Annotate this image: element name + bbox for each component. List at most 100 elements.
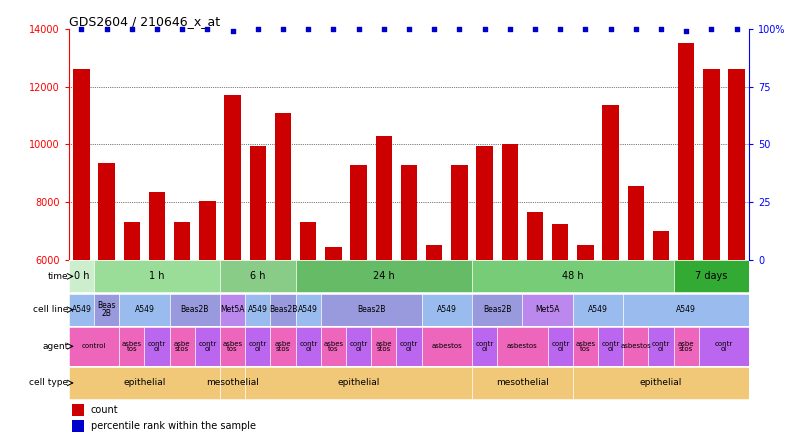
Text: A549: A549 [248, 305, 268, 314]
Text: contr
ol: contr ol [475, 341, 494, 352]
Point [654, 25, 667, 32]
Bar [628, 186, 644, 433]
Bar [72, 420, 84, 432]
Bar [573, 367, 749, 399]
Bar [199, 201, 215, 433]
Bar [472, 327, 497, 365]
Bar [271, 294, 296, 326]
Text: mesothelial: mesothelial [207, 378, 259, 388]
Text: A549: A549 [588, 305, 608, 314]
Bar [326, 247, 342, 433]
Bar [674, 327, 699, 365]
Text: asbe
stos: asbe stos [174, 341, 190, 352]
Bar [296, 327, 321, 365]
Bar [119, 327, 144, 365]
Text: 24 h: 24 h [373, 271, 394, 281]
Text: Beas2B: Beas2B [269, 305, 297, 314]
Bar [552, 224, 569, 433]
Text: count: count [91, 404, 118, 415]
Bar [220, 327, 245, 365]
Text: time: time [48, 272, 68, 281]
Text: control: control [82, 343, 106, 349]
Bar [346, 327, 371, 365]
Bar [526, 212, 544, 433]
Bar [275, 112, 292, 433]
Bar [149, 192, 165, 433]
Bar [94, 260, 220, 292]
Point [201, 25, 214, 32]
Bar [598, 327, 623, 365]
Text: asbe
stos: asbe stos [678, 341, 694, 352]
Bar [476, 146, 492, 433]
Point [554, 25, 567, 32]
Point [327, 25, 340, 32]
Text: contr
ol: contr ol [400, 341, 418, 352]
Bar [94, 294, 119, 326]
Text: asbes
tos: asbes tos [575, 341, 595, 352]
Bar [73, 69, 90, 433]
Text: contr
ol: contr ol [299, 341, 318, 352]
Text: asbes
tos: asbes tos [323, 341, 343, 352]
Bar [703, 69, 719, 433]
Bar [678, 43, 694, 433]
Point [730, 25, 743, 32]
Bar [224, 95, 241, 433]
Text: cell type: cell type [29, 378, 68, 388]
Text: A549: A549 [676, 305, 696, 314]
Bar [451, 164, 467, 433]
Text: Beas2B: Beas2B [181, 305, 209, 314]
Bar [220, 260, 296, 292]
Text: Met5A: Met5A [535, 305, 560, 314]
Text: epithelial: epithelial [338, 378, 380, 388]
Bar [603, 105, 619, 433]
Bar [296, 260, 472, 292]
Bar [472, 367, 573, 399]
Bar [422, 327, 472, 365]
Bar [321, 294, 422, 326]
Bar [72, 404, 84, 416]
Bar [300, 222, 317, 433]
Text: 1 h: 1 h [149, 271, 164, 281]
Text: asbe
stos: asbe stos [376, 341, 392, 352]
Point [151, 25, 164, 32]
Bar [699, 327, 749, 365]
Text: contr
ol: contr ol [249, 341, 267, 352]
Bar [623, 327, 649, 365]
Point [100, 25, 113, 32]
Point [428, 25, 441, 32]
Bar [674, 260, 749, 292]
Bar [623, 294, 749, 326]
Bar [321, 327, 346, 365]
Text: contr
ol: contr ol [551, 341, 569, 352]
Point [579, 25, 592, 32]
Text: A549: A549 [437, 305, 457, 314]
Bar [271, 327, 296, 365]
Point [453, 25, 466, 32]
Bar [653, 231, 669, 433]
Bar [497, 327, 548, 365]
Text: contr
ol: contr ol [602, 341, 620, 352]
Text: A549: A549 [134, 305, 155, 314]
Bar [69, 327, 119, 365]
Bar [124, 222, 140, 433]
Point [352, 25, 365, 32]
Text: contr
ol: contr ol [652, 341, 670, 352]
Text: Beas
2B: Beas 2B [97, 301, 116, 318]
Bar [220, 294, 245, 326]
Bar [422, 294, 472, 326]
Point [226, 28, 239, 35]
Text: contr
ol: contr ol [715, 341, 733, 352]
Point [403, 25, 416, 32]
Text: A549: A549 [298, 305, 318, 314]
Point [705, 25, 718, 32]
Text: epithelial: epithelial [640, 378, 682, 388]
Bar [220, 367, 245, 399]
Point [126, 25, 139, 32]
Point [251, 25, 264, 32]
Bar [69, 260, 94, 292]
Text: mesothelial: mesothelial [496, 378, 549, 388]
Bar [144, 327, 169, 365]
Bar [649, 327, 674, 365]
Bar [119, 294, 169, 326]
Text: Met5A: Met5A [220, 305, 245, 314]
